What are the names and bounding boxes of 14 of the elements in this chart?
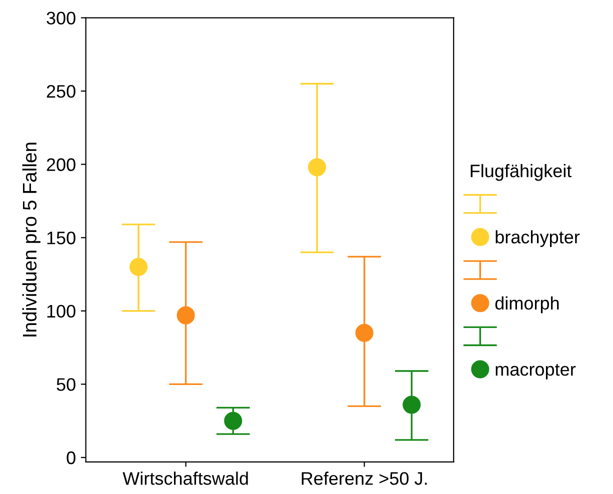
y-tick-label: 150 xyxy=(47,232,76,244)
y-tick-label: 300 xyxy=(46,12,76,25)
legend-label: brachypter xyxy=(496,230,580,248)
x-tick-label: Wirtschaftswald xyxy=(122,472,248,485)
y-tick-label: 50 xyxy=(56,378,76,391)
y-axis-title: Individuen pro 5 Fallen xyxy=(22,142,40,336)
legend-label: macropter xyxy=(496,364,576,380)
y-tick-label: 200 xyxy=(46,158,76,172)
legend-title: Flugfähigkeit xyxy=(470,164,572,181)
y-tick-label: 100 xyxy=(47,304,76,318)
y-tick-label: 250 xyxy=(46,85,76,98)
legend-label: dimorph xyxy=(495,296,559,314)
x-tick-label: Referenz >50 J. xyxy=(302,472,427,485)
y-tick-label: 0 xyxy=(66,451,76,464)
